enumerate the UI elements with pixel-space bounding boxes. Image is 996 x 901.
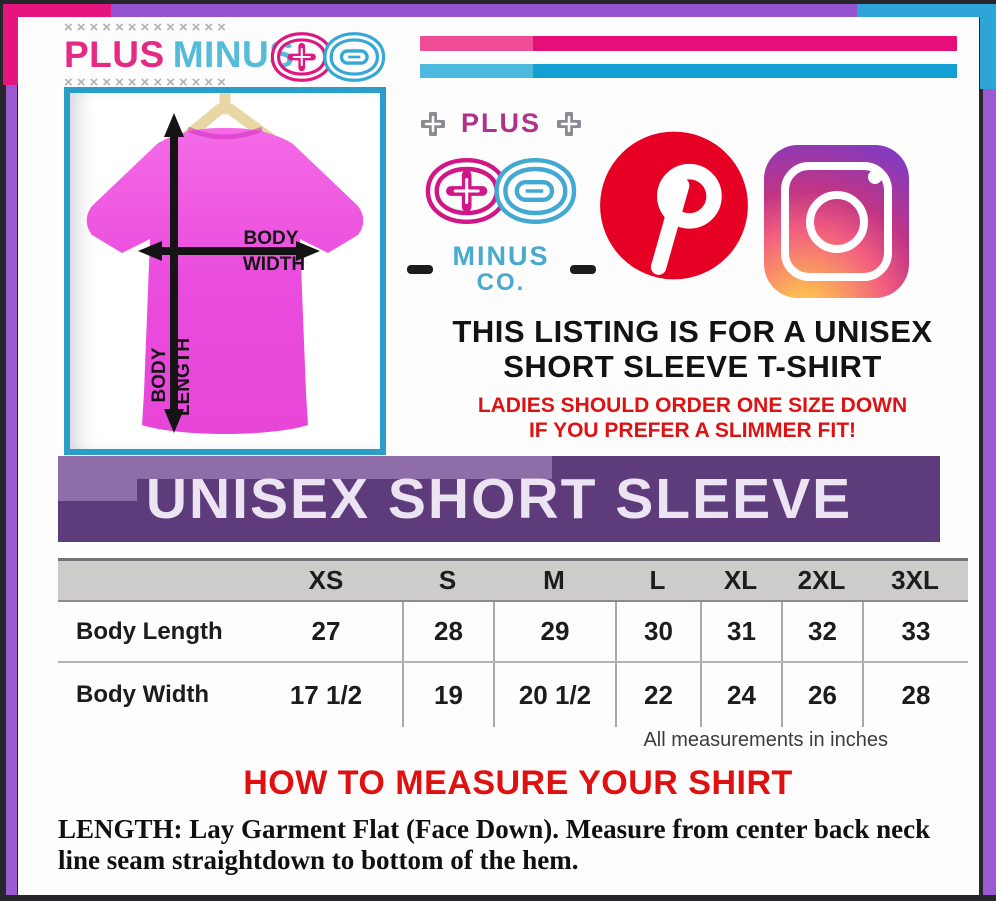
length-instructions: LENGTH: Lay Garment Flat (Face Down). Me… (58, 814, 963, 876)
value-cell: 17 1/2 (289, 679, 363, 710)
cross-icon (557, 111, 581, 136)
top-stripe-purple (111, 4, 857, 17)
row-label: Body Width (76, 681, 210, 708)
left-stripe-purple (6, 85, 17, 895)
row-label: Body Length (76, 617, 223, 645)
value-cell: 29 (493, 602, 615, 661)
length-arrow (164, 113, 184, 433)
pinterest-icon (600, 131, 748, 280)
value-cell: 26 (781, 663, 862, 727)
instagram-icon (764, 145, 909, 298)
value-cell: 19 (402, 663, 493, 727)
camera-lens-icon (805, 190, 868, 253)
center-logo-minus: MINUS (452, 241, 550, 271)
value-cell: 31 (700, 602, 781, 661)
section-banner: UNISEX SHORT SLEEVE (58, 456, 940, 542)
length-text: Lay Garment Flat (Face Down). Measure fr… (58, 814, 931, 875)
header-cell: XS (308, 565, 344, 595)
value-cell: 28 (402, 602, 493, 661)
listing-warning: LADIES SHOULD ORDER ONE SIZE DOWN IF YOU… (405, 393, 980, 443)
size-chart-header-row: XS S M L XL 2XL 3XL (58, 558, 968, 602)
table-row-body-length: Body Length 27 28 29 30 31 32 33 (58, 602, 968, 661)
body-width-label-2: WIDTH (243, 254, 305, 275)
listing-title-line2: SHORT SLEEVE T-SHIRT (503, 349, 882, 384)
top-stripe-pink (3, 4, 111, 17)
tshirt-back (86, 126, 364, 434)
measurements-note: All measurements in inches (643, 729, 888, 751)
right-stripe-purple (983, 89, 996, 895)
infinity-logo-icon (425, 158, 577, 224)
body-length-label-1: BODY (149, 347, 170, 402)
header-cell: 2XL (797, 565, 846, 595)
minus-icon (514, 180, 555, 202)
center-logo-plus: PLUS (460, 108, 541, 138)
x-pattern-top: ××××××××××××× (64, 19, 230, 36)
shirt-measurement-photo: BODY WIDTH BODY LENGTH (64, 87, 386, 455)
value-cell: 30 (615, 602, 700, 661)
body-length-label-2: LENGTH (173, 338, 194, 416)
size-chart-table: XS S M L XL 2XL 3XL Body Length 27 28 29… (58, 558, 968, 727)
x-pattern-bottom: ××××××××××××× (64, 74, 230, 91)
header-cell: L (649, 565, 666, 595)
length-label: LENGTH: (58, 814, 183, 844)
listing-warning-line1: LADIES SHOULD ORDER ONE SIZE DOWN (477, 394, 908, 417)
value-cell: 22 (615, 663, 700, 727)
listing-title: THIS LISTING IS FOR A UNISEX SHORT SLEEV… (405, 314, 980, 384)
listing-statement: THIS LISTING IS FOR A UNISEX SHORT SLEEV… (405, 314, 980, 443)
cross-icon (420, 111, 445, 136)
value-cell: 28 (862, 663, 968, 727)
brand-plus: PLUS (64, 34, 165, 75)
shirt-diagram: BODY WIDTH BODY LENGTH (86, 93, 364, 434)
header-cell: S (438, 565, 457, 595)
camera-frame-icon (781, 162, 892, 281)
center-brand-logo: PLUS MINUS CO. (406, 108, 596, 296)
camera-flash-icon (868, 170, 882, 184)
listing-title-line1: THIS LISTING IS FOR A UNISEX (452, 314, 933, 349)
minus-dash-icon (406, 265, 433, 274)
header-cell: M (543, 565, 565, 595)
minus-dash-icon (569, 265, 596, 274)
body-width-label-1: BODY (244, 228, 299, 249)
brand-header: ××××××××××××× PLUS MINUS ××××××××××××× (64, 20, 314, 90)
value-cell: 33 (862, 602, 968, 661)
banner-title: UNISEX SHORT SLEEVE (145, 467, 853, 531)
value-cell: 20 1/2 (493, 663, 615, 727)
header-cell: XL (723, 565, 758, 595)
right-stripe-blue (980, 5, 996, 89)
center-logo-co: CO. (476, 269, 526, 296)
decorative-bar-pink (420, 36, 957, 51)
table-row-body-width: Body Width 17 1/2 19 20 1/2 22 24 26 28 (58, 661, 968, 727)
header-cell-empty (58, 561, 250, 600)
header-cell: 3XL (891, 565, 939, 595)
infinity-logo-icon (270, 32, 386, 82)
decorative-bar-blue (420, 64, 957, 78)
top-stripe-blue (857, 4, 996, 17)
listing-warning-line2: IF YOU PREFER A SLIMMER FIT! (528, 419, 857, 442)
left-stripe-pink (3, 4, 18, 85)
how-to-measure-heading: HOW TO MEASURE YOUR SHIRT (243, 764, 793, 802)
value-cell: 24 (700, 663, 781, 727)
plus-icon (446, 170, 488, 212)
width-arrow (138, 241, 320, 261)
minus-icon (339, 49, 369, 65)
plus-icon (287, 42, 316, 72)
value-cell: 27 (311, 616, 341, 646)
value-cell: 32 (781, 602, 862, 661)
